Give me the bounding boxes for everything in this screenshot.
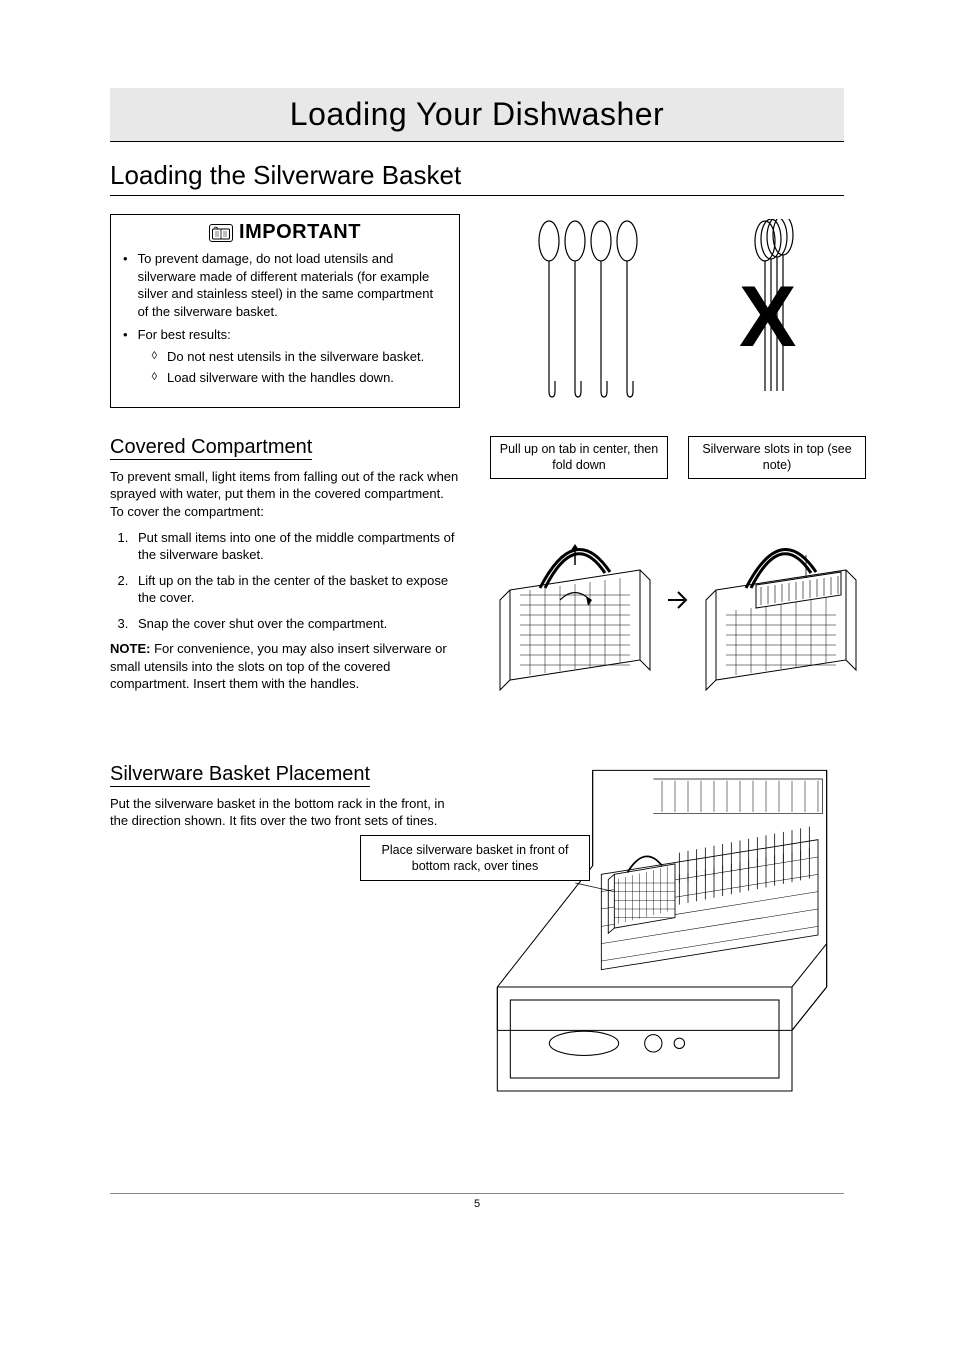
page-number: 5 [110, 1193, 844, 1210]
covered-intro: To prevent small, light items from falli… [110, 468, 460, 521]
important-sub-1: Do not nest utensils in the silverware b… [167, 348, 424, 366]
page-title-bar: Loading Your Dishwasher [110, 88, 844, 142]
important-box: IMPORTANT To prevent damage, do not load… [110, 214, 460, 408]
callout-slots: Silverware slots in top (see note) [688, 436, 866, 479]
covered-note: NOTE: For convenience, you may also inse… [110, 640, 460, 693]
page-title: Loading Your Dishwasher [290, 96, 664, 133]
covered-step-3: Snap the cover shut over the compartment… [132, 615, 460, 633]
important-bullet-2: For best results: [138, 327, 231, 342]
covered-steps: Put small items into one of the middle c… [110, 529, 460, 633]
section-subtitle-row: Loading the Silverware Basket [110, 160, 844, 196]
callout-placement: Place silverware basket in front of bott… [360, 835, 590, 882]
basket-closed [696, 500, 866, 700]
spoons-correct [529, 219, 639, 409]
spoons-incorrect: X [717, 219, 827, 409]
callout-pull-tab: Pull up on tab in center, then fold down [490, 436, 668, 479]
dishwasher-diagram [480, 735, 844, 1135]
covered-step-1: Put small items into one of the middle c… [132, 529, 460, 564]
note-label: NOTE: [110, 641, 150, 656]
covered-heading: Covered Compartment [110, 436, 312, 460]
manual-icon [209, 224, 233, 242]
section-subtitle: Loading the Silverware Basket [110, 160, 844, 191]
callout-row: Pull up on tab in center, then fold down… [490, 436, 866, 479]
important-bullet-1: To prevent damage, do not load utensils … [138, 250, 447, 320]
spoon-diagram-row: X [490, 214, 866, 414]
x-mark: X [739, 274, 796, 360]
placement-heading: Silverware Basket Placement [110, 763, 370, 787]
important-header: IMPORTANT [111, 215, 459, 248]
arrow-right-icon [666, 580, 690, 620]
placement-body: Put the silverware basket in the bottom … [110, 795, 460, 830]
important-label: IMPORTANT [239, 221, 361, 244]
important-sub-2: Load silverware with the handles down. [167, 369, 394, 387]
basket-diagram-row [490, 485, 866, 715]
note-body: For convenience, you may also insert sil… [110, 641, 447, 691]
covered-step-2: Lift up on the tab in the center of the … [132, 572, 460, 607]
important-body: To prevent damage, do not load utensils … [111, 248, 459, 407]
basket-open [490, 500, 660, 700]
